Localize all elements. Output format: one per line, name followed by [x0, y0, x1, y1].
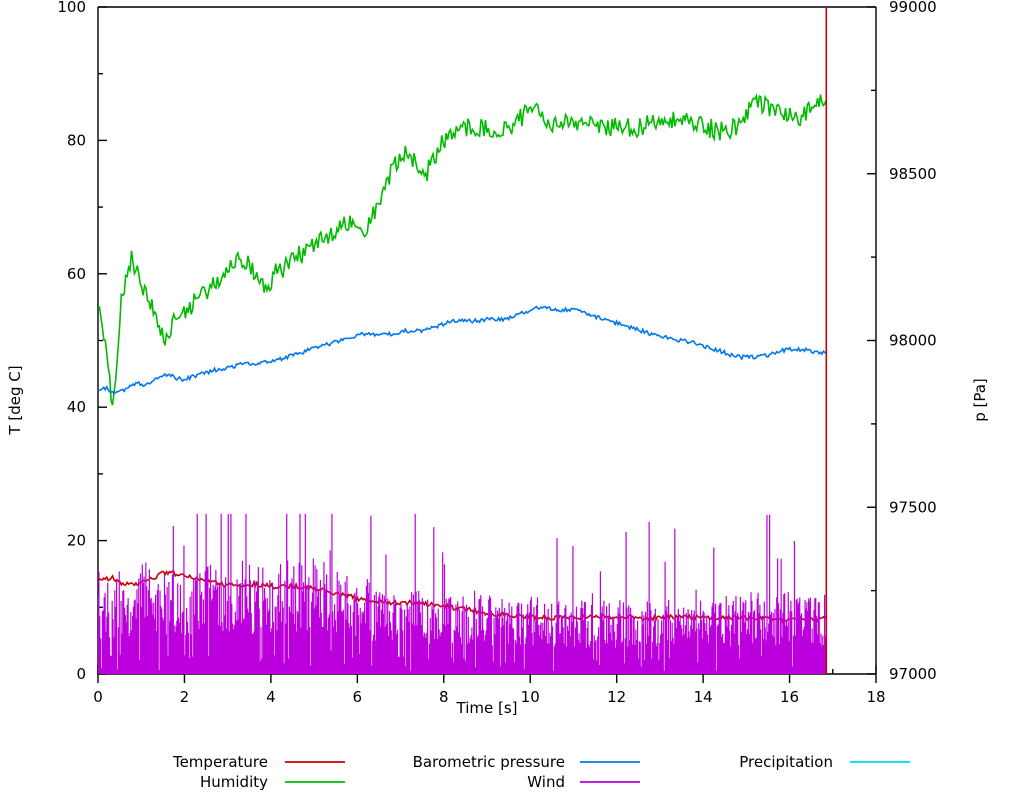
- bottom-tick-label: 12: [607, 688, 626, 706]
- bottom-axis-title: Time [s]: [456, 699, 518, 717]
- bottom-tick-label: 4: [266, 688, 276, 706]
- series-humidity: [98, 93, 828, 406]
- left-axis-title: T [deg C]: [6, 365, 24, 435]
- legend-label[interactable]: Barometric pressure: [413, 753, 565, 771]
- right-axis-ticks: 97000 97500 98000 98500 99000: [867, 0, 937, 683]
- right-tick-label: 97000: [889, 665, 937, 683]
- left-axis-ticks: 0 20 40 60 80 100: [57, 0, 107, 683]
- left-tick-label: 20: [67, 532, 86, 550]
- left-tick-label: 40: [67, 398, 86, 416]
- right-axis-title: p [Pa]: [971, 378, 989, 422]
- bottom-tick-label: 6: [353, 688, 363, 706]
- bottom-tick-label: 16: [780, 688, 799, 706]
- legend: Temperature Barometric pressure Precipitat…: [172, 753, 910, 791]
- bottom-tick-label: 8: [439, 688, 449, 706]
- left-tick-label: 100: [57, 0, 86, 16]
- legend-label[interactable]: Precipitation: [739, 753, 833, 771]
- left-tick-label: 60: [67, 265, 86, 283]
- legend-label[interactable]: Wind: [527, 773, 565, 791]
- series-wind-spikes: [98, 513, 827, 674]
- bottom-tick-label: 14: [694, 688, 713, 706]
- bottom-tick-label: 10: [521, 688, 540, 706]
- series-group: [98, 93, 828, 674]
- right-tick-label: 99000: [889, 0, 937, 16]
- series-barometric-pressure: [98, 305, 827, 395]
- legend-label[interactable]: Humidity: [200, 773, 268, 791]
- right-tick-label: 97500: [889, 498, 937, 516]
- left-tick-label: 80: [67, 131, 86, 149]
- left-tick-label: 0: [76, 665, 86, 683]
- right-tick-label: 98500: [889, 165, 937, 183]
- legend-label[interactable]: Temperature: [172, 753, 268, 771]
- right-tick-label: 98000: [889, 332, 937, 350]
- bottom-tick-label: 0: [93, 688, 103, 706]
- bottom-tick-label: 18: [866, 688, 885, 706]
- bottom-tick-label: 2: [180, 688, 190, 706]
